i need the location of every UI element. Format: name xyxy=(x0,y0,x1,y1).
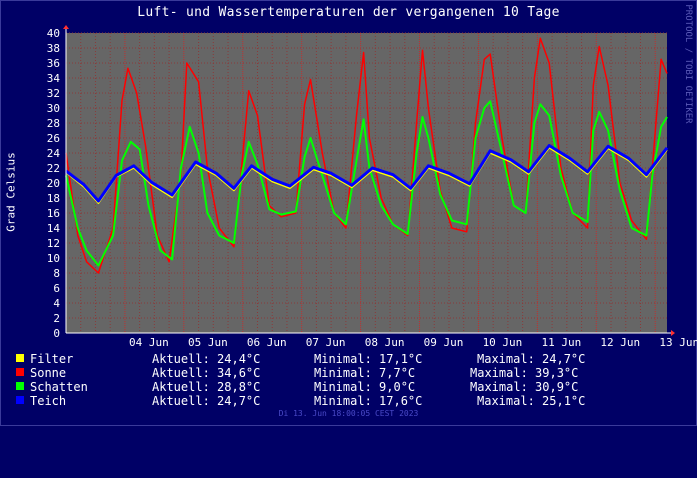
y-tick-label: 18 xyxy=(47,192,60,205)
legend-current: Aktuell: 34,6°C xyxy=(152,366,261,380)
legend-current: Aktuell: 24,4°C xyxy=(152,352,261,366)
x-tick-label: 11 Jun xyxy=(541,336,581,349)
x-tick-label: 08 Jun xyxy=(365,336,405,349)
legend-name: Sonne xyxy=(30,366,67,380)
footer-timestamp: Di 13. Jun 18:00:05 CEST 2023 xyxy=(278,409,419,418)
legend-row-schatten: Schatten Aktuell: 28,8°C Minimal: 9,0°C … xyxy=(16,380,578,394)
y-tick-label: 10 xyxy=(47,252,60,265)
y-tick-label: 28 xyxy=(47,117,60,130)
legend-row-teich: Teich Aktuell: 24,7°C Minimal: 17,6°C Ma… xyxy=(16,394,585,408)
y-tick-label: 30 xyxy=(47,102,60,115)
y-tick-label: 26 xyxy=(47,132,60,145)
y-tick-label: 6 xyxy=(53,282,60,295)
y-tick-label: 16 xyxy=(47,207,60,220)
legend-min: Minimal: 7,7°C xyxy=(314,366,416,380)
series-line-filter xyxy=(65,147,668,205)
legend-name: Teich xyxy=(30,394,67,408)
legend-swatch-teich xyxy=(16,396,24,404)
legend-swatch-filter xyxy=(16,354,24,362)
line-chart: 024681012141618202224262830323436384004 … xyxy=(47,25,697,349)
y-tick-label: 12 xyxy=(47,237,60,250)
legend-row-filter: Filter Aktuell: 24,4°C Minimal: 17,1°C M… xyxy=(16,352,585,366)
y-tick-label: 36 xyxy=(47,57,60,70)
x-tick-label: 04 Jun xyxy=(129,336,169,349)
legend-max: Maximal: 39,3°C xyxy=(470,366,579,380)
x-tick-label: 05 Jun xyxy=(188,336,228,349)
y-tick-label: 14 xyxy=(47,222,61,235)
y-tick-label: 0 xyxy=(53,327,60,340)
x-tick-label: 07 Jun xyxy=(306,336,346,349)
legend-current: Aktuell: 28,8°C xyxy=(152,380,261,394)
y-tick-label: 4 xyxy=(53,297,60,310)
legend-row-sonne: Sonne Aktuell: 34,6°C Minimal: 7,7°C Max… xyxy=(16,366,578,380)
y-tick-label: 20 xyxy=(47,177,60,190)
legend-current: Aktuell: 24,7°C xyxy=(152,394,261,408)
legend-swatch-schatten xyxy=(16,382,24,390)
x-tick-label: 09 Jun xyxy=(424,336,464,349)
chart-title: Luft- und Wassertemperaturen der vergang… xyxy=(137,5,560,20)
y-tick-label: 2 xyxy=(53,312,60,325)
x-tick-label: 10 Jun xyxy=(483,336,523,349)
legend-min: Minimal: 17,6°C xyxy=(314,394,423,408)
y-tick-label: 8 xyxy=(53,267,60,280)
legend-name: Schatten xyxy=(30,380,88,394)
legend-max: Maximal: 24,7°C xyxy=(477,352,586,366)
y-tick-label: 32 xyxy=(47,87,60,100)
x-tick-label: 06 Jun xyxy=(247,336,287,349)
legend-min: Minimal: 17,1°C xyxy=(314,352,423,366)
y-tick-label: 40 xyxy=(47,27,60,40)
y-tick-label: 22 xyxy=(47,162,60,175)
series-line-teich xyxy=(65,144,669,203)
legend-max: Maximal: 25,1°C xyxy=(477,394,586,408)
legend-min: Minimal: 9,0°C xyxy=(314,380,416,394)
y-tick-label: 38 xyxy=(47,42,60,55)
series-line-schatten xyxy=(65,100,668,267)
legend-name: Filter xyxy=(30,352,74,366)
y-tick-label: 24 xyxy=(47,147,61,160)
x-tick-label: 12 Jun xyxy=(600,336,640,349)
x-tick-label: 13 Jun xyxy=(659,336,697,349)
x-axis-arrow xyxy=(671,330,675,336)
y-tick-label: 34 xyxy=(47,72,61,85)
y-axis-arrow xyxy=(63,25,69,29)
legend-swatch-sonne xyxy=(16,368,24,376)
legend-max: Maximal: 30,9°C xyxy=(470,380,579,394)
